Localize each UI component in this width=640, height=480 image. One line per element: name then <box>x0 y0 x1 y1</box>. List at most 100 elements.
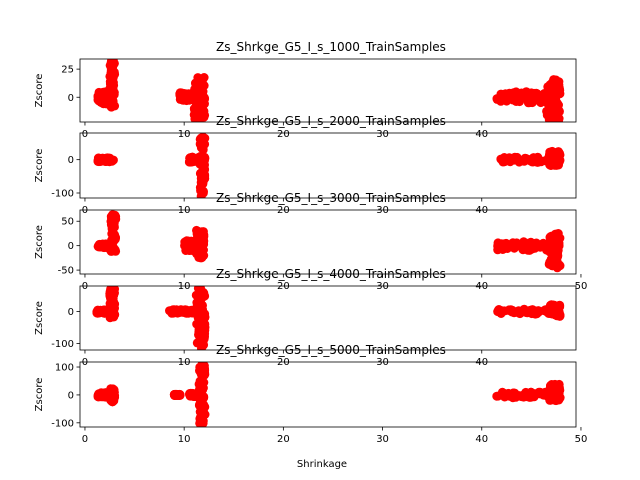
subplot-2: 0 10 20 30 40 -100 0 Zscore Zs_Shrkge_G5_I_s_200… <box>34 114 577 216</box>
subplot-title: Zs_Shrkge_G5_I_s_1000_TrainSamples <box>216 40 446 54</box>
scatter-point <box>198 287 208 297</box>
x-tick-label: 40 <box>475 357 488 368</box>
x-axis-label: Shrinkage <box>297 459 347 470</box>
point-cluster-7 <box>545 379 565 406</box>
scatter-point <box>110 286 119 294</box>
y-tick-label: 0 <box>68 307 74 318</box>
axes-frame <box>79 285 577 351</box>
x-tick-label: 40 <box>475 281 488 292</box>
point-cluster-2 <box>105 286 120 323</box>
scatter-point-band <box>199 385 205 405</box>
x-tick-label: 20 <box>277 357 290 368</box>
x-tick-label: 0 <box>82 357 88 368</box>
point-cluster-6 <box>541 75 565 122</box>
scatter-point-band <box>196 239 204 249</box>
scatter-point <box>550 395 560 405</box>
scatter-point-band <box>110 225 116 238</box>
scatter-point <box>552 261 562 271</box>
axes-frame <box>79 361 577 428</box>
subplot-5: 0 10 20 30 40 50-1000100ZscoreZs_Shrkge_G5_I_… <box>34 343 587 470</box>
scatter-points <box>93 59 565 122</box>
point-cluster-1 <box>93 153 118 167</box>
y-tick-label: 25 <box>61 65 74 76</box>
scatter-point <box>549 234 559 243</box>
y-tick-label: 0 <box>68 241 74 252</box>
point-cluster-5 <box>194 362 210 427</box>
y-tick-label: -100 <box>51 189 74 200</box>
y-tick-label: -100 <box>51 339 74 350</box>
x-tick-label: 0 <box>82 129 88 140</box>
x-tick-label: 30 <box>376 129 389 140</box>
scatter-point <box>199 232 209 242</box>
scatter-point <box>200 133 210 143</box>
y-tick-label: 50 <box>61 217 74 228</box>
x-tick-label: 10 <box>178 434 191 445</box>
point-cluster-3 <box>195 133 210 198</box>
scatter-point <box>548 105 558 115</box>
scatter-point <box>198 403 208 413</box>
scatter-point <box>197 74 207 84</box>
scatter-point-band <box>496 95 557 100</box>
x-tick-label: 10 <box>178 281 191 292</box>
x-tick-label: 30 <box>376 281 389 292</box>
y-axis-label: Zscore <box>34 225 45 259</box>
x-tick-label: 20 <box>277 129 290 140</box>
subplot-title: Zs_Shrkge_G5_I_s_4000_TrainSamples <box>216 267 446 281</box>
x-tick-label: 20 <box>277 281 290 292</box>
subplot-title: Zs_Shrkge_G5_I_s_5000_TrainSamples <box>216 343 446 357</box>
scatter-point <box>198 187 208 197</box>
x-tick-label: 40 <box>475 434 488 445</box>
scatter-point-band <box>549 390 561 396</box>
scatter-points <box>93 133 565 198</box>
y-tick-label: -50 <box>58 266 74 277</box>
scatter-points <box>93 362 565 427</box>
scatter-point-band <box>169 311 201 315</box>
point-cluster-6 <box>544 300 565 321</box>
point-cluster-3 <box>169 389 185 400</box>
scatter-point <box>109 310 119 320</box>
point-cluster-2 <box>105 384 120 407</box>
subplot-1: 0 10 20 30 40 0 25 Zscore Zs_Shrkge_G5_I_s_1000_… <box>34 40 577 140</box>
point-cluster-5 <box>544 146 565 170</box>
scatter-point-band <box>109 393 115 398</box>
y-axis-label: Zscore <box>34 74 45 108</box>
x-tick-label: 0 <box>82 281 88 292</box>
scatter-point <box>199 378 209 387</box>
scatter-point <box>194 115 204 122</box>
point-cluster-6 <box>544 229 565 273</box>
scatter-point <box>108 98 117 108</box>
scatter-point-band <box>499 158 561 163</box>
scatter-point <box>106 217 116 226</box>
x-tick-label: 10 <box>178 357 191 368</box>
y-tick-label: 0 <box>68 390 74 401</box>
scatter-point-band <box>109 298 115 308</box>
point-cluster-5 <box>493 237 561 255</box>
scatter-point <box>196 143 206 153</box>
scatter-point-band <box>549 245 561 257</box>
scatter-point-band <box>174 394 181 399</box>
point-cluster-2 <box>105 59 120 112</box>
scatter-point-band <box>109 76 115 91</box>
subplot-3: 0 10 20 30 40 50 -50 0 50 Zscore Zs_Shrkge_G5_I_s_… <box>34 191 587 292</box>
scatter-point <box>200 174 210 184</box>
x-tick-label: 50 <box>575 434 588 445</box>
x-tick-label: 40 <box>475 205 488 216</box>
point-cluster-4 <box>191 286 210 350</box>
axes-frame <box>79 209 577 275</box>
scatter-point-band <box>549 156 561 161</box>
y-tick-label: -100 <box>51 418 74 429</box>
y-tick-label: 0 <box>68 93 74 104</box>
y-axis-label: Zscore <box>34 301 45 335</box>
scatter-points <box>92 286 565 350</box>
point-cluster-2 <box>106 210 121 256</box>
y-tick-label: 0 <box>68 155 74 166</box>
point-cluster-4 <box>191 225 209 263</box>
axes-frame <box>79 58 577 123</box>
scatter-point-band <box>196 308 205 327</box>
axes-frame <box>79 132 577 199</box>
scatter-point-band <box>200 156 205 175</box>
scatter-point <box>547 85 557 95</box>
scatter-point <box>110 245 120 255</box>
x-tick-label: 30 <box>376 205 389 216</box>
